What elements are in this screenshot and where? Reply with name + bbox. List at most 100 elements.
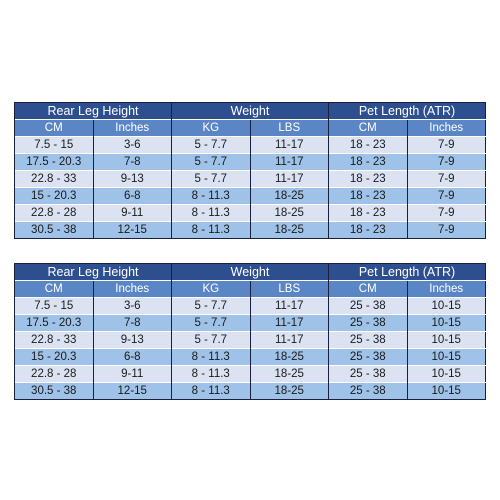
table-cell: 11-17 — [249, 331, 329, 349]
table-cell: 5 - 7.7 — [171, 136, 250, 154]
table-cell: 7.5 - 15 — [14, 297, 93, 315]
column-header-cm: CM — [328, 119, 407, 137]
table-cell: 25 - 38 — [328, 331, 407, 349]
table-cell: 7-9 — [406, 221, 486, 239]
table-cell: 10-15 — [406, 331, 486, 349]
column-header-kg: KG — [171, 119, 250, 137]
table-cell: 12-15 — [92, 221, 172, 239]
table-cell: 10-15 — [406, 365, 486, 383]
table-cell: 17.5 - 20.3 — [14, 153, 93, 171]
table-cell: 7-9 — [406, 170, 486, 188]
table-cell: 18 - 23 — [328, 170, 407, 188]
table-cell: 18 - 23 — [328, 187, 407, 205]
table-cell: 11-17 — [249, 297, 329, 315]
table-cell: 8 - 11.3 — [171, 365, 250, 383]
table-cell: 7-9 — [406, 136, 486, 154]
column-header-inches: Inches — [92, 119, 172, 137]
table-cell: 10-15 — [406, 382, 486, 400]
table-cell: 5 - 7.7 — [171, 297, 250, 315]
table-cell: 22.8 - 28 — [14, 365, 93, 383]
table-body: 7.5 - 15 3-6 5 - 7.7 11-17 25 - 38 10-15 17.5 … — [14, 297, 486, 400]
table-cell: 6-8 — [92, 187, 172, 205]
table-cell: 10-15 — [406, 297, 486, 315]
table-cell: 18-25 — [249, 365, 329, 383]
table-row: 30.5 - 38 12-15 8 - 11.3 18-25 25 - 38 10-15 — [14, 382, 486, 400]
group-header-rear-leg-height: Rear Leg Height — [14, 263, 172, 281]
table-cell: 18-25 — [249, 348, 329, 366]
table-cell: 8 - 11.3 — [171, 204, 250, 222]
table-cell: 25 - 38 — [328, 365, 407, 383]
table-cell: 18-25 — [249, 382, 329, 400]
table-cell: 7-8 — [92, 314, 172, 332]
column-header-inches: Inches — [92, 280, 172, 298]
column-header-cm: CM — [14, 280, 93, 298]
table-cell: 18-25 — [249, 187, 329, 205]
table-cell: 7-8 — [92, 153, 172, 171]
sub-header-row: CM Inches KG LBS CM Inches — [14, 119, 486, 137]
table-cell: 18 - 23 — [328, 153, 407, 171]
table-cell: 11-17 — [249, 170, 329, 188]
table-cell: 25 - 38 — [328, 382, 407, 400]
table-cell: 9-11 — [92, 204, 172, 222]
table-row: 17.5 - 20.3 7-8 5 - 7.7 11-17 18 - 23 7-9 — [14, 153, 486, 171]
table-cell: 25 - 38 — [328, 297, 407, 315]
table-cell: 25 - 38 — [328, 348, 407, 366]
table-cell: 22.8 - 33 — [14, 170, 93, 188]
table-cell: 6-8 — [92, 348, 172, 366]
table-row: 22.8 - 28 9-11 8 - 11.3 18-25 25 - 38 10-15 — [14, 365, 486, 383]
table-row: 22.8 - 33 9-13 5 - 7.7 11-17 25 - 38 10-15 — [14, 331, 486, 349]
table-row: 7.5 - 15 3-6 5 - 7.7 11-17 25 - 38 10-15 — [14, 297, 486, 315]
table-cell: 5 - 7.7 — [171, 153, 250, 171]
table-cell: 10-15 — [406, 314, 486, 332]
group-header-rear-leg-height: Rear Leg Height — [14, 102, 172, 120]
table-cell: 5 - 7.7 — [171, 331, 250, 349]
table-cell: 12-15 — [92, 382, 172, 400]
group-header-weight: Weight — [171, 263, 329, 281]
table-cell: 30.5 - 38 — [14, 382, 93, 400]
table-cell: 3-6 — [92, 136, 172, 154]
column-header-cm: CM — [328, 280, 407, 298]
group-header-pet-length: Pet Length (ATR) — [328, 102, 486, 120]
table-row: 22.8 - 28 9-11 8 - 11.3 18-25 18 - 23 7-9 — [14, 204, 486, 222]
table-cell: 8 - 11.3 — [171, 382, 250, 400]
table-cell: 15 - 20.3 — [14, 187, 93, 205]
table-cell: 11-17 — [249, 136, 329, 154]
column-header-lbs: LBS — [249, 119, 329, 137]
table-row: 22.8 - 33 9-13 5 - 7.7 11-17 18 - 23 7-9 — [14, 170, 486, 188]
group-header-pet-length: Pet Length (ATR) — [328, 263, 486, 281]
group-header-weight: Weight — [171, 102, 329, 120]
table-cell: 22.8 - 28 — [14, 204, 93, 222]
table-row: 7.5 - 15 3-6 5 - 7.7 11-17 18 - 23 7-9 — [14, 136, 486, 154]
table-cell: 18-25 — [249, 204, 329, 222]
group-header-row: Rear Leg Height Weight Pet Length (ATR) — [14, 263, 486, 281]
table-cell: 25 - 38 — [328, 314, 407, 332]
table-cell: 9-11 — [92, 365, 172, 383]
table-cell: 17.5 - 20.3 — [14, 314, 93, 332]
table-cell: 11-17 — [249, 153, 329, 171]
table-cell: 10-15 — [406, 348, 486, 366]
table-cell: 11-17 — [249, 314, 329, 332]
table-cell: 9-13 — [92, 331, 172, 349]
table-cell: 7-9 — [406, 187, 486, 205]
table-cell: 3-6 — [92, 297, 172, 315]
sub-header-row: CM Inches KG LBS CM Inches — [14, 280, 486, 298]
table-cell: 18 - 23 — [328, 204, 407, 222]
table-cell: 7-9 — [406, 204, 486, 222]
table-cell: 18-25 — [249, 221, 329, 239]
size-chart-table-2: Rear Leg Height Weight Pet Length (ATR) CM… — [14, 263, 486, 400]
table-row: 30.5 - 38 12-15 8 - 11.3 18-25 18 - 23 7-9 — [14, 221, 486, 239]
table-cell: 15 - 20.3 — [14, 348, 93, 366]
column-header-inches: Inches — [406, 119, 486, 137]
table-cell: 5 - 7.7 — [171, 170, 250, 188]
table-cell: 8 - 11.3 — [171, 221, 250, 239]
table-cell: 8 - 11.3 — [171, 187, 250, 205]
column-header-lbs: LBS — [249, 280, 329, 298]
group-header-row: Rear Leg Height Weight Pet Length (ATR) — [14, 102, 486, 120]
table-cell: 7-9 — [406, 153, 486, 171]
table-row: 15 - 20.3 6-8 8 - 11.3 18-25 18 - 23 7-9 — [14, 187, 486, 205]
table-cell: 18 - 23 — [328, 136, 407, 154]
table-row: 17.5 - 20.3 7-8 5 - 7.7 11-17 25 - 38 10-15 — [14, 314, 486, 332]
table-cell: 8 - 11.3 — [171, 348, 250, 366]
table-row: 15 - 20.3 6-8 8 - 11.3 18-25 25 - 38 10-15 — [14, 348, 486, 366]
table-cell: 22.8 - 33 — [14, 331, 93, 349]
